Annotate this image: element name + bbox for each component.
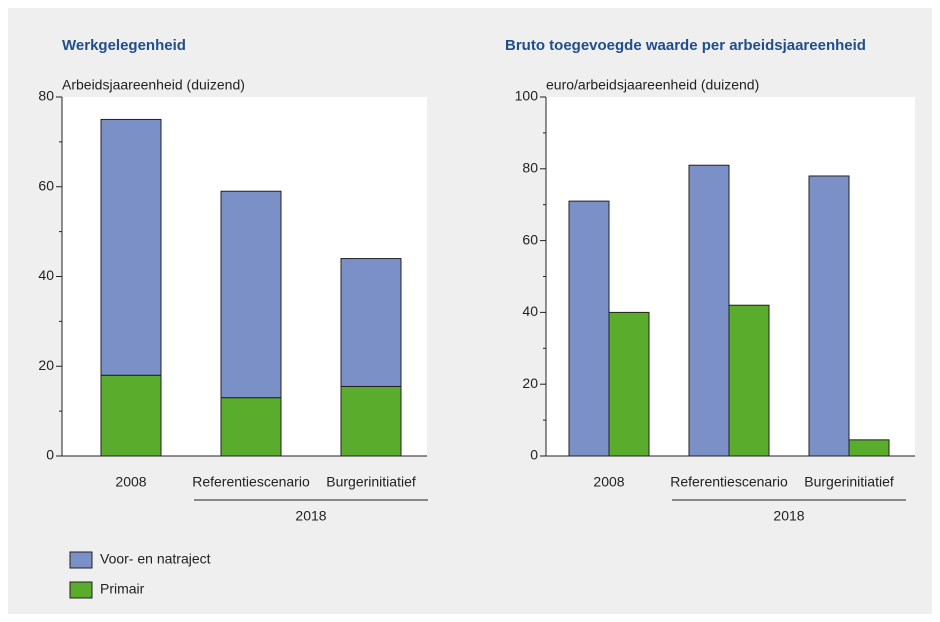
y-tick-label: 40 [38,267,54,283]
x-tick-label: Burgerinitiatief [804,474,894,490]
legend-label: Voor- en natraject [100,551,211,567]
y-tick-label: 60 [38,177,54,193]
x-tick-label: Referentiescenario [670,474,788,490]
bar [568,200,610,457]
legend-label: Primair [100,581,145,597]
x-tick-label: Referentiescenario [192,474,310,490]
x-tick-label: Burgerinitiatief [326,474,416,490]
group-label: 2018 [295,508,326,524]
bar [808,175,850,457]
y-tick-label: 20 [522,375,538,391]
legend-swatch [69,581,93,599]
bar [688,164,730,457]
bar [340,385,402,457]
bar [220,190,282,399]
x-tick-label: 2008 [115,474,146,490]
y-tick-label: 0 [46,447,54,463]
chart-title: Werkgelegenheid [62,37,186,54]
group-label: 2018 [773,508,804,524]
bar [728,304,770,457]
bar [100,118,162,376]
y-tick-label: 20 [38,357,54,373]
bar [220,397,282,457]
y-axis-label: euro/arbeidsjaareenheid (duizend) [546,77,759,93]
y-tick-label: 40 [522,303,538,319]
y-tick-label: 60 [522,231,538,247]
y-tick-label: 80 [38,88,54,104]
bar [848,439,890,457]
y-axis-label: Arbeidsjaareenheid (duizend) [62,77,245,93]
y-tick-label: 100 [515,88,539,104]
bar [608,311,650,457]
x-tick-label: 2008 [593,474,624,490]
y-tick-label: 0 [530,447,538,463]
bar [100,374,162,457]
legend-swatch [69,551,93,569]
y-tick-label: 80 [522,160,538,176]
bar [340,258,402,387]
chart-title: Bruto toegevoegde waarde per arbeidsjaar… [505,37,866,54]
